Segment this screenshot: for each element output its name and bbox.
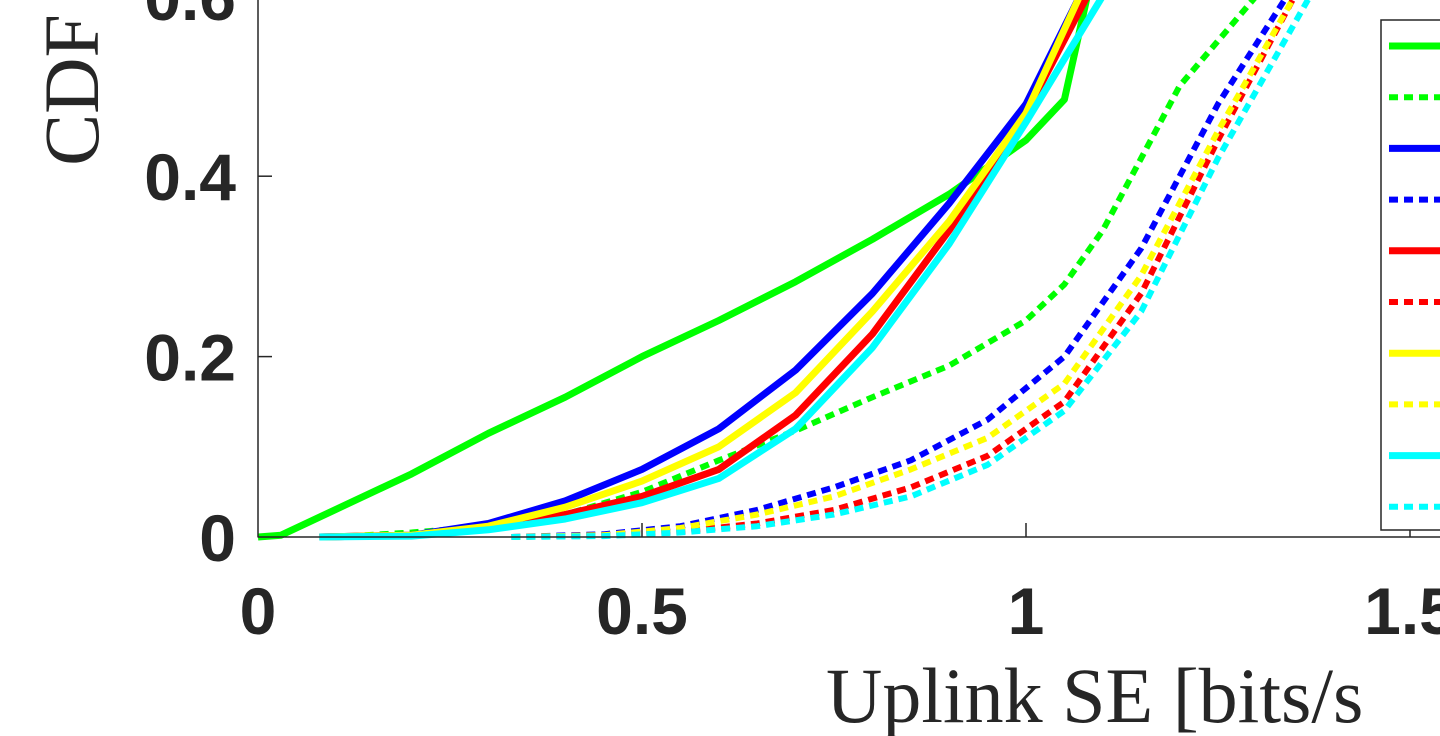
series-line-10 — [511, 0, 1312, 540]
y-tick-label: 0.4 — [144, 140, 236, 214]
x-tick-label: 1 — [1008, 574, 1045, 648]
series-line-1 — [257, 0, 1091, 541]
y-tick-label: 0.2 — [144, 321, 236, 395]
legend-box — [1380, 19, 1440, 531]
y-tick-label: 0 — [199, 501, 236, 575]
series-line-9 — [319, 0, 1105, 541]
series-line-2 — [334, 0, 1257, 540]
axes-layer: 0 0.2 0.4 0.6 0 0.5 1 1.5 — [144, 0, 1440, 648]
x-tick-label: 0 — [240, 574, 277, 648]
series-line-8 — [511, 0, 1296, 540]
x-tick-label: 0.5 — [596, 574, 688, 648]
x-tick-label: 1.5 — [1364, 574, 1440, 648]
series-layer — [257, 0, 1312, 541]
x-axis-title: Uplink SE [bits/s — [826, 652, 1363, 736]
legend — [1380, 19, 1440, 531]
y-tick-label: 0.6 — [144, 0, 236, 34]
y-axis-title: CDF — [28, 14, 115, 166]
